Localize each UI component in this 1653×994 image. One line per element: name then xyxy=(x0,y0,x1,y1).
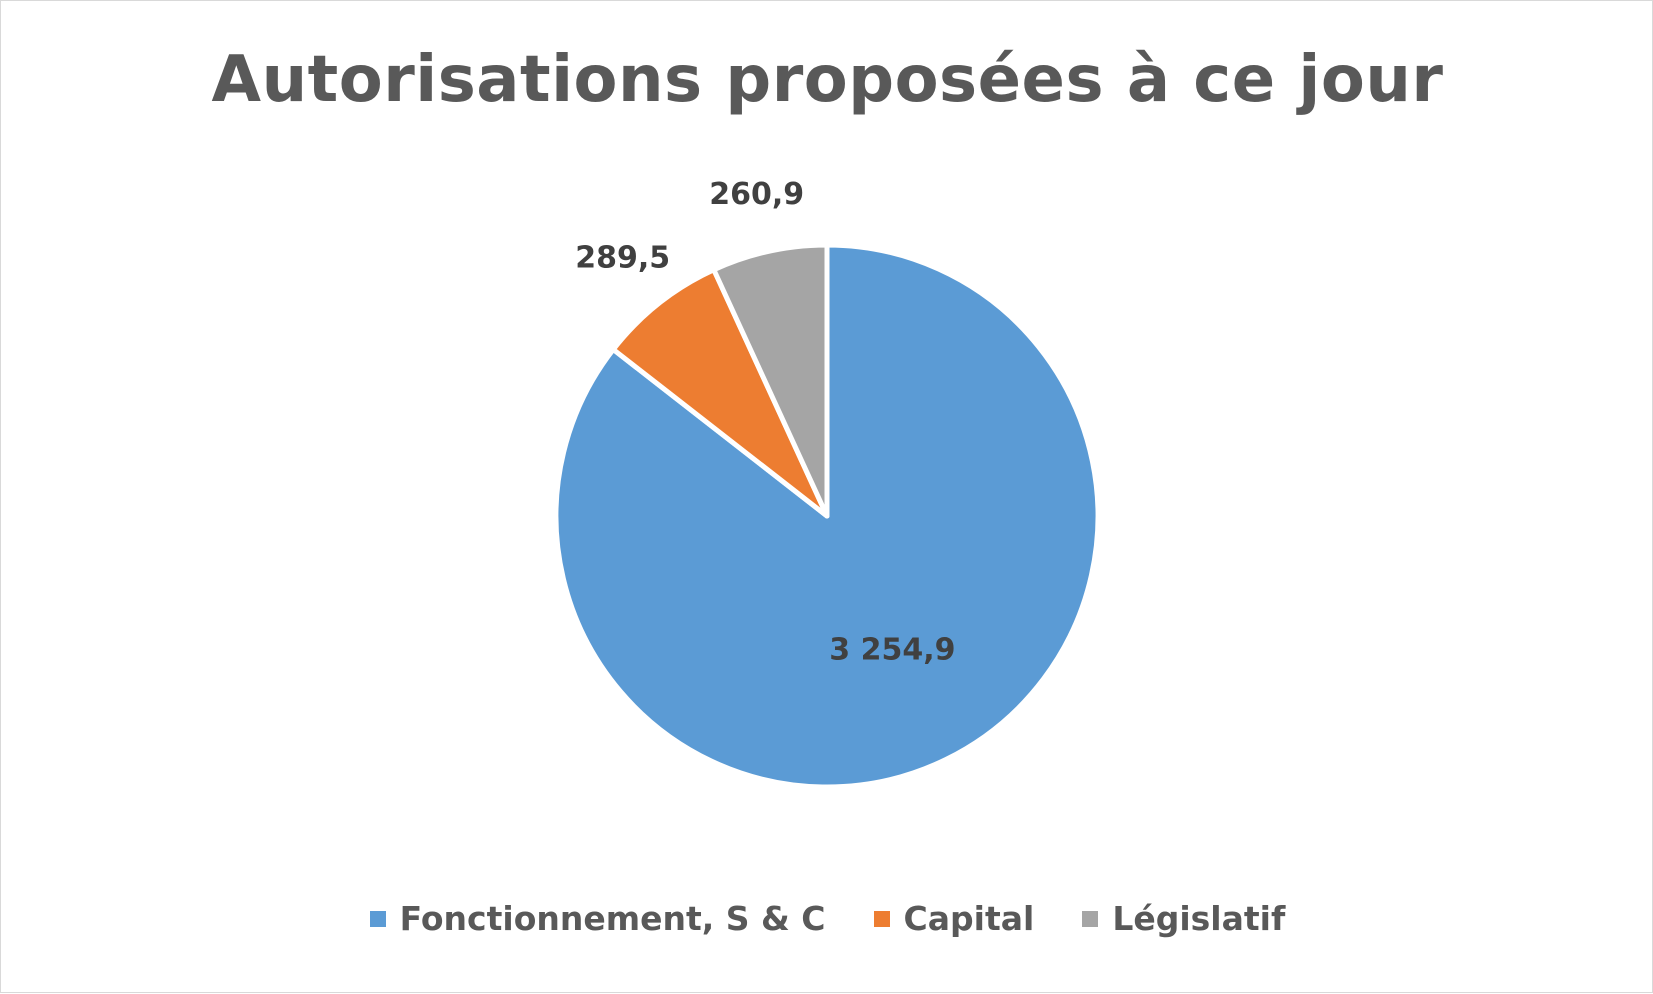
legend-swatch-capital xyxy=(873,910,890,927)
data-label-capital: 289,5 xyxy=(575,241,670,276)
legend-label-capital: Capital xyxy=(903,899,1035,938)
pie-slice-capital xyxy=(610,267,830,519)
legend: Fonctionnement, S & C Capital Législatif xyxy=(1,899,1653,938)
pie-data-labels: 3 254,9 289,5 260,9 xyxy=(575,177,955,667)
chart-title: Autorisations proposées à ce jour xyxy=(211,43,1444,117)
data-label-fonctionnement: 3 254,9 xyxy=(829,632,955,667)
pie-slice-legislatif xyxy=(711,242,830,519)
legend-label-fonctionnement: Fonctionnement, S & C xyxy=(399,899,826,938)
pie-slice-fonctionnement xyxy=(553,242,1101,790)
legend-label-legislatif: Législatif xyxy=(1112,899,1286,938)
pie-slices xyxy=(553,242,1101,790)
legend-swatch-fonctionnement xyxy=(369,910,386,927)
legend-item-legislatif: Législatif xyxy=(1082,899,1285,938)
data-label-legislatif: 260,9 xyxy=(709,177,804,212)
legend-item-fonctionnement: Fonctionnement, S & C xyxy=(369,899,826,938)
legend-swatch-legislatif xyxy=(1082,910,1099,927)
legend-item-capital: Capital xyxy=(873,899,1035,938)
